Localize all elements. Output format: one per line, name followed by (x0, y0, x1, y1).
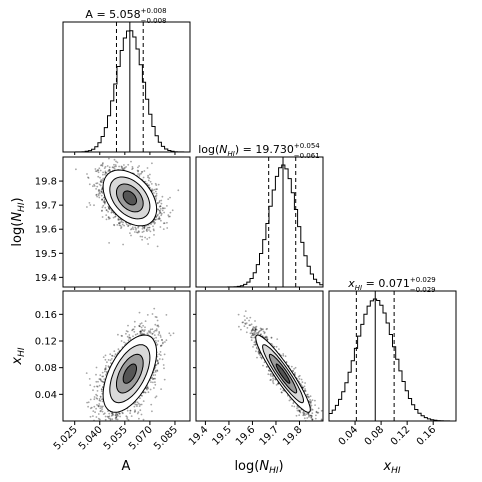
xtick-label-xHI-0: 0.04 (337, 424, 361, 448)
xtick-label-logNHI-2: 19.6 (234, 424, 258, 448)
panel-scatter-logNHI-xHI (195, 290, 324, 422)
contour-3-A-xHI (122, 363, 137, 384)
panel-hist-A (62, 21, 191, 153)
xtick-label-A-3: 5.070 (127, 424, 155, 452)
xtick-label-logNHI-1: 19.5 (210, 424, 234, 448)
ytick-label-logNHI-0: 19.4 (35, 273, 57, 284)
xtick-label-logNHI-0: 19.4 (187, 424, 211, 448)
ytick-label-logNHI-3: 19.7 (35, 201, 57, 212)
xtick-label-A-0: 5.025 (52, 424, 80, 452)
xtick-label-A-2: 5.055 (102, 424, 130, 452)
ytick-label-logNHI-1: 19.5 (35, 249, 57, 260)
ylabel-logNHI: log(NHI) (10, 197, 27, 246)
ytick-label-xHI-3: 0.16 (35, 310, 57, 321)
xlabel-logNHI: log(NHI) (234, 459, 283, 476)
xtick-label-xHI-3: 0.16 (415, 424, 439, 448)
histogram-xHI (328, 298, 456, 422)
histogram-A (63, 30, 190, 153)
xtick-label-A-4: 5.085 (152, 424, 180, 452)
xtick-label-xHI-1: 0.08 (363, 424, 387, 448)
ytick-label-logNHI-4: 19.8 (35, 177, 57, 188)
panel-scatter-A-xHI (62, 290, 191, 422)
panel-hist-logNHI (195, 156, 324, 288)
ytick-label-logNHI-2: 19.6 (35, 225, 57, 236)
ytick-label-xHI-0: 0.04 (35, 390, 57, 401)
histogram-logNHI (196, 164, 324, 288)
ytick-label-xHI-2: 0.12 (35, 337, 57, 348)
ylabel-xHI: xHI (10, 347, 27, 365)
ytick-label-xHI-1: 0.08 (35, 363, 57, 374)
panel-scatter-A-logNHI (62, 156, 191, 288)
contour-3-A-logNHI (122, 190, 137, 206)
xlabel-xHI: xHI (382, 459, 400, 476)
title-A: A = 5.058+0.008 −0.008 (85, 7, 166, 25)
title-xHI: xHI = 0.071+0.029 −0.029 (347, 276, 435, 294)
xtick-label-xHI-2: 0.12 (389, 424, 413, 448)
xtick-label-logNHI-4: 19.8 (281, 424, 305, 448)
xtick-label-A-1: 5.040 (77, 424, 105, 452)
title-logNHI: log(NHI) = 19.730+0.054 −0.061 (198, 142, 320, 160)
xlabel-A: A (122, 459, 131, 474)
panel-hist-xHI (328, 290, 457, 422)
contour-3-logNHI-xHI (275, 363, 291, 384)
xtick-label-logNHI-3: 19.7 (258, 424, 282, 448)
